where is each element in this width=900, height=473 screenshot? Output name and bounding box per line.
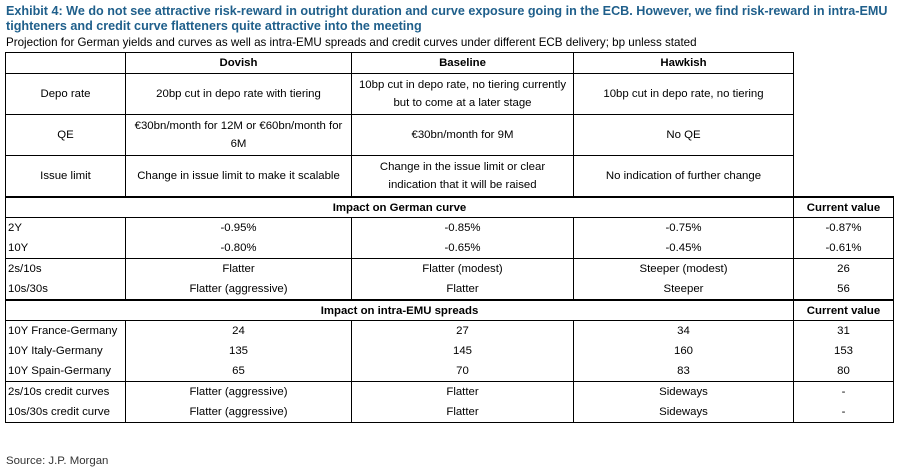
cell-dovish: Flatter (aggressive) (125, 381, 352, 402)
cell-dovish: Flatter (125, 258, 352, 279)
emu-current-header: Current value (793, 299, 894, 321)
policy-dovish: 20bp cut in depo rate with tiering (125, 73, 352, 115)
policy-row-qe: QE €30bn/month for 12M or €60bn/month fo… (5, 114, 894, 156)
cell-current: 80 (793, 361, 894, 382)
cell-dovish: -0.95% (125, 217, 352, 238)
cell-dovish: 65 (125, 361, 352, 382)
cell-current: 153 (793, 341, 894, 361)
cell-hawkish: -0.45% (573, 238, 794, 259)
source-note: Source: J.P. Morgan (6, 455, 109, 467)
cell-hawkish: 34 (573, 320, 794, 341)
header-baseline: Baseline (351, 52, 574, 74)
cell-dovish: 24 (125, 320, 352, 341)
header-dovish: Dovish (125, 52, 352, 74)
cell-hawkish: Sideways (573, 381, 794, 402)
policy-row-depo: Depo rate 20bp cut in depo rate with tie… (5, 73, 894, 115)
table-row: 10Y -0.80% -0.65% -0.45% -0.61% (5, 238, 894, 259)
cell-current: 31 (793, 320, 894, 341)
table-row: 10Y Spain-Germany 65 70 83 80 (5, 361, 894, 382)
table-row: 2s/10s Flatter Flatter (modest) Steeper … (5, 258, 894, 279)
exhibit-title: Exhibit 4: We do not see attractive risk… (6, 4, 888, 33)
cell-hawkish: Steeper (573, 279, 794, 300)
cell-baseline: 70 (351, 361, 574, 382)
cell-hawkish: 160 (573, 341, 794, 361)
cell-dovish: -0.80% (125, 238, 352, 259)
table-row: 10s/30s Flatter (aggressive) Flatter Ste… (5, 279, 894, 300)
row-label: 10s/30s (5, 279, 126, 300)
cell-baseline: Flatter (351, 381, 574, 402)
german-current-header: Current value (793, 196, 894, 218)
cell-current: -0.87% (793, 217, 894, 238)
table-row: 10s/30s credit curve Flatter (aggressive… (5, 402, 894, 423)
policy-label: Issue limit (5, 155, 126, 198)
scenario-table: Dovish Baseline Hawkish Depo rate 20bp c… (5, 52, 894, 423)
emu-section-header: Impact on intra-EMU spreads Current valu… (5, 299, 894, 321)
cell-baseline: Flatter (modest) (351, 258, 574, 279)
cell-current: 56 (793, 279, 894, 300)
row-label: 10Y Spain-Germany (5, 361, 126, 382)
cell-current: 26 (793, 258, 894, 279)
cell-hawkish: Sideways (573, 402, 794, 423)
cell-dovish: Flatter (aggressive) (125, 279, 352, 300)
exhibit-subtitle: Projection for German yields and curves … (6, 36, 697, 49)
policy-hawkish: No indication of further change (573, 155, 794, 198)
cell-current: - (793, 402, 894, 423)
german-section-title: Impact on German curve (5, 196, 794, 218)
cell-hawkish: -0.75% (573, 217, 794, 238)
cell-hawkish: 83 (573, 361, 794, 382)
cell-current: - (793, 381, 894, 402)
cell-current: -0.61% (793, 238, 894, 259)
policy-baseline: Change in the issue limit or clear indic… (351, 155, 574, 198)
table-row: 2s/10s credit curves Flatter (aggressive… (5, 381, 894, 402)
cell-dovish: Flatter (aggressive) (125, 402, 352, 423)
policy-row-issue-limit: Issue limit Change in issue limit to mak… (5, 155, 894, 198)
row-label: 10Y Italy-Germany (5, 341, 126, 361)
cell-baseline: 145 (351, 341, 574, 361)
row-label: 2Y (5, 217, 126, 238)
policy-baseline: 10bp cut in depo rate, no tiering curren… (351, 73, 574, 115)
cell-baseline: Flatter (351, 402, 574, 423)
header-blank (5, 52, 126, 74)
cell-dovish: 135 (125, 341, 352, 361)
row-label: 10s/30s credit curve (5, 402, 126, 423)
policy-hawkish: 10bp cut in depo rate, no tiering (573, 73, 794, 115)
row-label: 2s/10s credit curves (5, 381, 126, 402)
policy-label: QE (5, 114, 126, 156)
emu-section-title: Impact on intra-EMU spreads (5, 299, 794, 321)
cell-baseline: -0.65% (351, 238, 574, 259)
cell-baseline: Flatter (351, 279, 574, 300)
row-label: 10Y (5, 238, 126, 259)
row-label: 10Y France-Germany (5, 320, 126, 341)
scenario-header-row: Dovish Baseline Hawkish (5, 52, 894, 74)
policy-dovish: €30bn/month for 12M or €60bn/month for 6… (125, 114, 352, 156)
table-row: 10Y France-Germany 24 27 34 31 (5, 320, 894, 341)
row-label: 2s/10s (5, 258, 126, 279)
german-section-header: Impact on German curve Current value (5, 196, 894, 218)
policy-hawkish: No QE (573, 114, 794, 156)
header-hawkish: Hawkish (573, 52, 794, 74)
table-row: 2Y -0.95% -0.85% -0.75% -0.87% (5, 217, 894, 238)
policy-baseline: €30bn/month for 9M (351, 114, 574, 156)
cell-baseline: -0.85% (351, 217, 574, 238)
cell-baseline: 27 (351, 320, 574, 341)
policy-label: Depo rate (5, 73, 126, 115)
table-row: 10Y Italy-Germany 135 145 160 153 (5, 341, 894, 361)
cell-hawkish: Steeper (modest) (573, 258, 794, 279)
policy-dovish: Change in issue limit to make it scalabl… (125, 155, 352, 198)
